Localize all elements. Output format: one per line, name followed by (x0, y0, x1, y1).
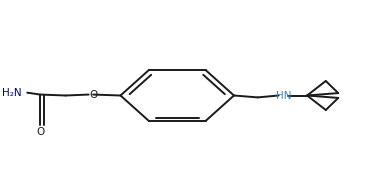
Text: O: O (89, 90, 97, 100)
Text: H₂N: H₂N (2, 88, 22, 98)
Text: HN: HN (275, 91, 291, 100)
Text: O: O (36, 127, 44, 138)
